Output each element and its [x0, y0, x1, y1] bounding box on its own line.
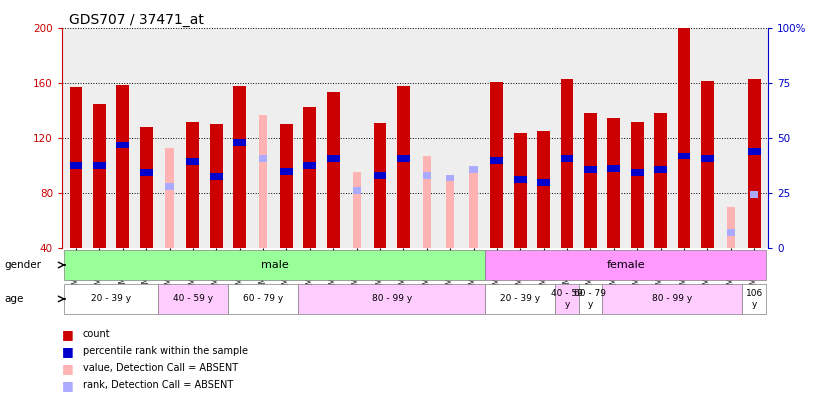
Text: rank, Detection Call = ABSENT: rank, Detection Call = ABSENT	[83, 380, 233, 390]
Text: value, Detection Call = ABSENT: value, Detection Call = ABSENT	[83, 363, 238, 373]
Text: 20 - 39 y: 20 - 39 y	[501, 294, 540, 303]
Bar	[727, 230, 735, 237]
Bar	[491, 82, 503, 248]
Text: 60 - 79
y: 60 - 79 y	[574, 289, 606, 309]
Bar	[561, 79, 573, 248]
Bar	[69, 162, 83, 169]
Bar	[397, 86, 410, 248]
Bar	[701, 81, 714, 248]
Text: ■: ■	[62, 345, 74, 358]
Bar	[602, 284, 743, 314]
Text: male: male	[261, 260, 288, 270]
Bar	[485, 250, 766, 280]
Bar	[64, 250, 485, 280]
Bar	[116, 142, 129, 149]
Bar	[187, 158, 199, 165]
Bar	[743, 284, 766, 314]
Bar	[233, 139, 246, 146]
Bar	[607, 165, 620, 172]
Bar	[373, 172, 387, 179]
Bar	[64, 284, 158, 314]
Bar	[514, 133, 527, 248]
Bar	[165, 183, 173, 190]
Bar	[140, 127, 153, 248]
Bar	[280, 168, 293, 175]
Bar	[187, 122, 199, 248]
Bar	[748, 149, 761, 156]
Bar	[750, 191, 758, 198]
Bar	[537, 131, 550, 248]
Bar	[158, 284, 228, 314]
Bar	[373, 123, 387, 248]
Bar	[446, 178, 454, 248]
Bar	[165, 148, 173, 248]
Text: count: count	[83, 329, 110, 339]
Bar	[327, 92, 339, 248]
Text: gender: gender	[4, 260, 41, 270]
Bar	[233, 86, 246, 248]
Text: 80 - 99 y: 80 - 99 y	[372, 294, 412, 303]
Bar	[259, 115, 267, 248]
Bar	[469, 167, 477, 248]
Bar	[584, 113, 597, 248]
Text: 20 - 39 y: 20 - 39 y	[91, 294, 131, 303]
Text: 106
y: 106 y	[746, 289, 762, 309]
Bar	[677, 153, 691, 160]
Bar	[727, 207, 735, 248]
Bar	[607, 117, 620, 248]
Text: GDS707 / 37471_at: GDS707 / 37471_at	[69, 13, 204, 27]
Bar	[446, 175, 454, 181]
Bar	[469, 166, 477, 173]
Text: age: age	[4, 294, 23, 304]
Bar	[210, 124, 223, 248]
Bar	[423, 172, 431, 179]
Bar	[485, 284, 555, 314]
Bar	[654, 166, 667, 173]
Bar	[584, 166, 597, 173]
Text: ■: ■	[62, 328, 74, 341]
Bar	[397, 156, 410, 162]
Text: 40 - 59 y: 40 - 59 y	[173, 294, 213, 303]
Bar	[654, 113, 667, 248]
Bar	[514, 176, 527, 183]
Bar	[677, 28, 691, 248]
Bar	[561, 156, 573, 162]
Bar	[555, 284, 579, 314]
Bar	[228, 284, 298, 314]
Bar	[353, 187, 361, 194]
Bar	[69, 87, 83, 248]
Text: female: female	[606, 260, 645, 270]
Bar	[303, 107, 316, 248]
Bar	[93, 162, 106, 169]
Bar	[423, 156, 431, 248]
Bar	[298, 284, 485, 314]
Text: 40 - 59
y: 40 - 59 y	[551, 289, 583, 309]
Bar	[116, 85, 129, 248]
Bar	[631, 169, 643, 176]
Bar	[748, 79, 761, 248]
Bar	[491, 157, 503, 164]
Text: percentile rank within the sample: percentile rank within the sample	[83, 346, 248, 356]
Text: ■: ■	[62, 379, 74, 392]
Bar	[210, 173, 223, 180]
Bar	[537, 179, 550, 185]
Bar	[701, 156, 714, 162]
Bar	[327, 156, 339, 162]
Bar	[579, 284, 602, 314]
Text: ■: ■	[62, 362, 74, 375]
Bar	[303, 162, 316, 169]
Bar	[259, 156, 267, 162]
Bar	[353, 173, 361, 248]
Bar	[93, 104, 106, 248]
Text: 80 - 99 y: 80 - 99 y	[653, 294, 692, 303]
Bar	[140, 169, 153, 176]
Bar	[280, 124, 293, 248]
Bar	[631, 122, 643, 248]
Text: 60 - 79 y: 60 - 79 y	[243, 294, 283, 303]
